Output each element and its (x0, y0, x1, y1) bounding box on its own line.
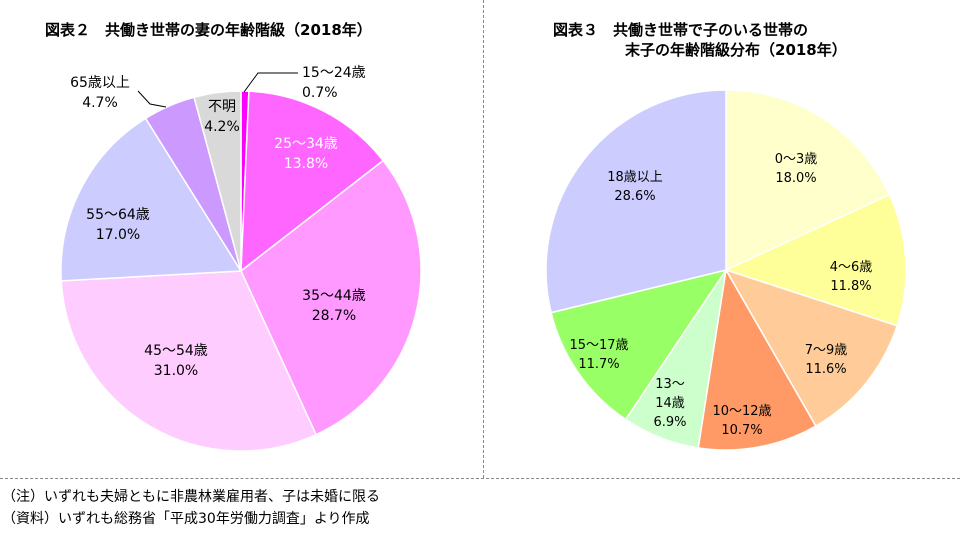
slice-category: 14歳 (655, 396, 685, 411)
pie-slice-1-0 (725, 89, 891, 272)
slice-category: 10～12歳 (712, 404, 771, 419)
pie-slice-1-2 (724, 268, 899, 428)
slice-value: 18.0% (775, 171, 816, 186)
pie-slice-0-6 (193, 90, 242, 272)
slice-label-1-6: 18歳以上 28.6% (607, 170, 663, 204)
slice-category: 4～6歳 (830, 260, 873, 275)
slice-label-1-1: 4～6歳 11.8% (830, 260, 873, 294)
slice-category: 65歳以上 (70, 75, 130, 91)
slice-category: 0～3歳 (775, 152, 818, 167)
slice-label-0-2: 35～44歳 28.7% (302, 288, 366, 324)
chart-left-title: 図表２ 共働き世帯の妻の年齢階級（2018年） (45, 21, 372, 39)
pie-slice-1-1 (723, 193, 907, 327)
slice-label-1-2: 7～9歳 11.6% (805, 343, 848, 377)
slice-value: 11.7% (578, 357, 619, 372)
slice-label-0-1: 25～34歳 13.8% (274, 136, 338, 172)
leader-line (243, 72, 298, 93)
slice-label-0-4: 55～64歳 17.0% (86, 207, 150, 243)
chart-right-title: 図表３ 共働き世帯で子のいる世帯の 末子の年齢階級分布（2018年） (553, 20, 847, 60)
slice-label-1-4: 13～ 14歳 6.9% (653, 377, 686, 430)
chart-right-title-line1: 図表３ 共働き世帯で子のいる世帯の (553, 21, 809, 39)
slice-value: 0.7% (302, 85, 338, 101)
pie-slice-0-1 (240, 90, 385, 273)
slice-label-0-6: 不明 4.2% (204, 99, 240, 135)
slice-category: 15～17歳 (569, 338, 628, 353)
slice-category: 18歳以上 (607, 170, 663, 185)
slice-label-0-5: 65歳以上 4.7% (70, 75, 167, 111)
slice-category: 7～9歳 (805, 343, 848, 358)
slice-value: 4.7% (82, 95, 118, 111)
slice-value: 11.6% (805, 362, 846, 377)
slice-value: 4.2% (204, 119, 240, 135)
source-text: （資料）いずれも総務省「平成30年労働力調査」より作成 (2, 511, 370, 527)
slice-label-1-0: 0～3歳 18.0% (775, 152, 818, 186)
pie-slice-0-4 (60, 117, 243, 282)
slice-category: 35～44歳 (302, 288, 366, 304)
slice-value: 13.8% (284, 156, 328, 172)
slice-value: 11.8% (830, 279, 871, 294)
pie-slice-0-3 (60, 270, 318, 452)
slice-label-1-3: 10～12歳 10.7% (712, 404, 771, 438)
slice-category: 不明 (208, 99, 236, 115)
horizontal-divider (0, 478, 960, 479)
slice-category: 13～ (655, 377, 685, 392)
pie-slice-1-6 (545, 89, 727, 314)
footnotes: （注）いずれも夫婦ともに非農林業雇用者、子は未婚に限る （資料）いずれも総務省「… (2, 486, 380, 530)
slice-value: 28.7% (312, 308, 356, 324)
slice-value: 17.0% (96, 227, 140, 243)
pie-slice-1-3 (697, 267, 817, 451)
slice-category: 55～64歳 (86, 207, 150, 223)
pie-slice-0-2 (240, 159, 422, 436)
vertical-divider (483, 0, 484, 478)
leader-line (137, 90, 167, 108)
slice-value: 28.6% (614, 189, 655, 204)
pie-chart-youngest-child-age: 0～3歳 18.0% 4～6歳 11.8% 7～9歳 11.6% 10～12歳 10.7% 13… (545, 89, 907, 451)
slice-category: 45～54歳 (144, 343, 208, 359)
slice-label-1-5: 15～17歳 11.7% (569, 338, 628, 372)
slice-label-0-3: 45～54歳 31.0% (144, 343, 208, 379)
pie-chart-wife-age: 15～24歳 0.7% 25～34歳 13.8% 35～44歳 28.7% 45～54歳 31… (60, 65, 422, 452)
slice-label-0-0: 15～24歳 0.7% (243, 65, 366, 101)
slice-value: 6.9% (653, 415, 686, 430)
slice-value: 31.0% (154, 363, 198, 379)
slice-value: 10.7% (721, 423, 762, 438)
slice-category: 15～24歳 (302, 65, 366, 81)
note-text: （注）いずれも夫婦ともに非農林業雇用者、子は未婚に限る (2, 489, 380, 505)
slice-category: 25～34歳 (274, 136, 338, 152)
pie-slice-1-5 (550, 268, 728, 421)
chart-right-title-line2: 末子の年齢階級分布（2018年） (625, 41, 847, 59)
